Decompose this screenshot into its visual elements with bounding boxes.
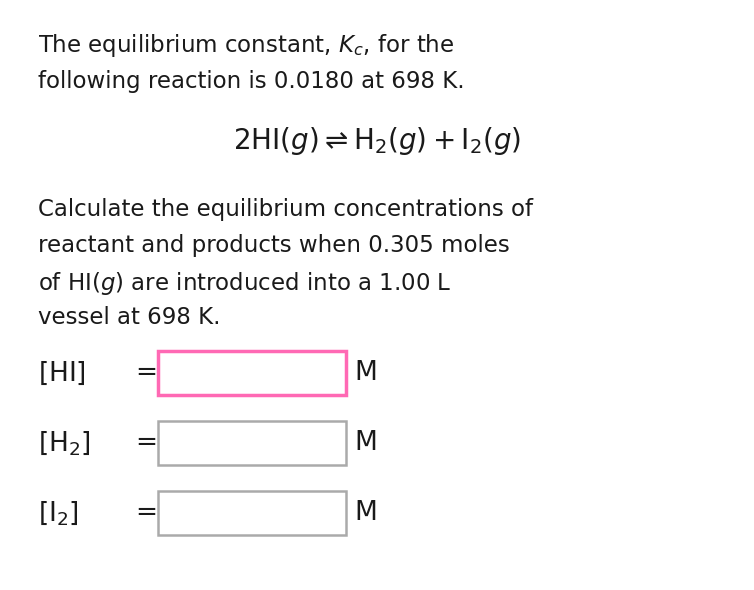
Text: M: M [354,430,377,456]
FancyBboxPatch shape [158,351,346,395]
Text: following reaction is 0.0180 at 698 K.: following reaction is 0.0180 at 698 K. [38,70,464,93]
Text: M: M [354,360,377,386]
Text: $[\mathrm{H_2}]$: $[\mathrm{H_2}]$ [38,429,91,457]
Text: reactant and products when 0.305 moles: reactant and products when 0.305 moles [38,234,510,257]
Text: $\mathrm{2HI}(g) \rightleftharpoons \mathrm{H_2}(g) + \mathrm{I_2}(g)$: $\mathrm{2HI}(g) \rightleftharpoons \mat… [233,125,521,157]
Text: Calculate the equilibrium concentrations of: Calculate the equilibrium concentrations… [38,198,533,221]
Text: $[\mathrm{I_2}]$: $[\mathrm{I_2}]$ [38,499,79,527]
FancyBboxPatch shape [158,491,346,535]
Text: $[\mathrm{HI}]$: $[\mathrm{HI}]$ [38,359,86,386]
Text: M: M [354,500,377,526]
Text: =: = [135,500,157,526]
Text: The equilibrium constant, $K_c$, for the: The equilibrium constant, $K_c$, for the [38,32,455,59]
FancyBboxPatch shape [158,421,346,465]
Text: vessel at 698 K.: vessel at 698 K. [38,306,220,329]
Text: =: = [135,430,157,456]
Text: of $\mathrm{HI}(g)$ are introduced into a 1.00 L: of $\mathrm{HI}(g)$ are introduced into … [38,270,452,297]
Text: =: = [135,360,157,386]
